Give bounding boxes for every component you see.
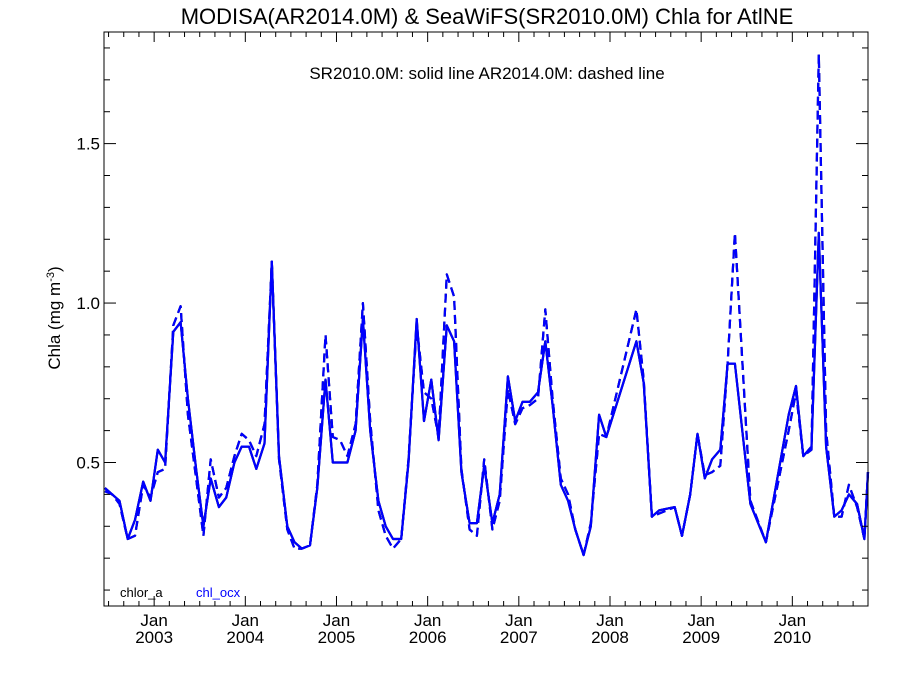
x-tick-month-label: Jan (140, 611, 167, 630)
x-tick-month-label: Jan (596, 611, 623, 630)
y-axis-title-main: Chla (mg m (45, 282, 64, 370)
x-tick-month-label: Jan (505, 611, 532, 630)
series-lines-layer (104, 53, 870, 557)
x-tick-month-label: Jan (323, 611, 350, 630)
x-tick-year-label: 2010 (773, 628, 811, 647)
x-tick-month-label: Jan (687, 611, 714, 630)
x-tick-year-label: 2005 (318, 628, 356, 647)
x-tick-month-label: Jan (414, 611, 441, 630)
legend: chlor_a chl_ocx (120, 585, 241, 600)
x-tick-year-label: 2008 (591, 628, 629, 647)
y-tick-label: 1.5 (76, 135, 100, 154)
y-tick-label: 0.5 (76, 454, 100, 473)
x-tick-month-label: Jan (232, 611, 259, 630)
series-line-chl_ocx-AR2014-0M (104, 53, 870, 557)
x-tick-year-label: 2009 (682, 628, 720, 647)
y-axis-title: Chla (mg m-3) (45, 266, 64, 369)
x-tick-year-label: 2007 (500, 628, 538, 647)
chart-title: MODISA(AR2014.0M) & SeaWiFS(SR2010.0M) C… (181, 4, 794, 29)
axis-ticks-layer: 0.51.01.5Jan2003Jan2004Jan2005Jan2006Jan… (76, 32, 868, 647)
x-tick-year-label: 2004 (226, 628, 264, 647)
plot-area-frame (103, 31, 869, 607)
x-tick-year-label: 2003 (135, 628, 173, 647)
legend-item-chlor-a: chlor_a (120, 585, 163, 600)
x-tick-month-label: Jan (779, 611, 806, 630)
y-axis-title-exponent: -3 (45, 272, 57, 282)
y-tick-label: 1.0 (76, 294, 100, 313)
x-tick-year-label: 2006 (409, 628, 447, 647)
legend-item-chl-ocx: chl_ocx (196, 585, 241, 600)
line-style-annotation: SR2010.0M: solid line AR2014.0M: dashed … (309, 64, 664, 83)
y-axis-title-close: ) (45, 266, 64, 272)
